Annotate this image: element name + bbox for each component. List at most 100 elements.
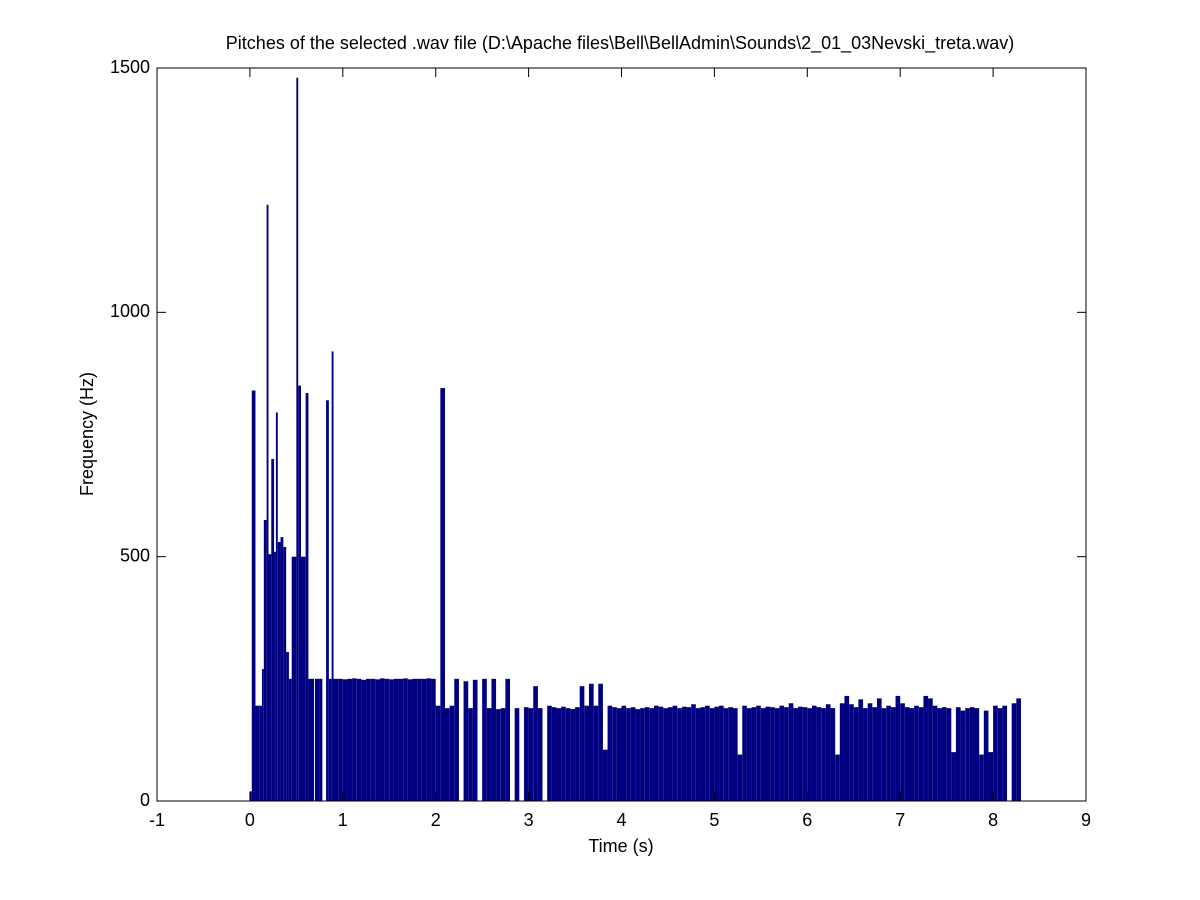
bar: [417, 678, 422, 801]
bar: [779, 705, 785, 801]
bar: [788, 703, 794, 801]
bar: [626, 708, 631, 801]
bar: [356, 678, 362, 801]
bar: [472, 679, 478, 801]
x-tick-label: 4: [616, 810, 626, 830]
bar: [482, 678, 487, 801]
bar: [251, 390, 256, 801]
bar: [366, 678, 371, 801]
bar: [974, 708, 980, 801]
bar: [491, 678, 497, 801]
x-tick-label: 6: [802, 810, 812, 830]
bar: [384, 678, 390, 801]
bar: [918, 707, 924, 801]
bar: [305, 392, 309, 801]
bar: [654, 705, 659, 801]
bar: [403, 678, 408, 801]
bar: [268, 554, 272, 801]
y-axis-label: Frequency (Hz): [77, 372, 97, 496]
x-axis-label: Time (s): [588, 836, 653, 856]
bar: [983, 710, 989, 801]
bar: [640, 708, 645, 801]
bar: [565, 708, 571, 801]
bar: [280, 537, 284, 801]
bar: [298, 385, 301, 801]
bar: [700, 707, 706, 801]
bar: [547, 705, 552, 801]
bar: [435, 705, 441, 801]
bar: [500, 708, 506, 801]
x-tick-label: 9: [1081, 810, 1091, 830]
bar: [946, 708, 952, 801]
bar: [881, 708, 887, 801]
bar: [872, 707, 877, 801]
bar: [909, 708, 915, 801]
bar: [314, 678, 320, 801]
bar: [331, 351, 334, 801]
bar: [421, 678, 427, 801]
bar: [770, 707, 775, 801]
x-tick-label: -1: [149, 810, 165, 830]
bar: [286, 651, 289, 801]
bar: [932, 705, 938, 801]
bar: [296, 77, 299, 802]
x-tick-label: 7: [895, 810, 905, 830]
bar: [468, 708, 473, 801]
bar: [895, 695, 901, 801]
bar: [412, 678, 418, 801]
bar: [593, 705, 599, 801]
bar: [709, 708, 715, 801]
bar: [663, 708, 668, 801]
bar: [454, 678, 459, 801]
x-tick-label: 0: [245, 810, 255, 830]
bar: [261, 669, 264, 801]
bar: [858, 699, 864, 801]
bar: [969, 707, 975, 801]
bar: [612, 707, 617, 801]
bar: [407, 679, 413, 801]
bar: [681, 706, 687, 801]
bar: [551, 707, 557, 801]
bar: [760, 708, 766, 801]
bar: [570, 709, 576, 801]
bar: [379, 678, 385, 801]
bar: [263, 520, 267, 801]
bar: [849, 704, 854, 801]
bar: [630, 707, 636, 801]
bar: [328, 678, 332, 801]
bar: [1011, 703, 1017, 801]
bar: [672, 705, 678, 801]
bar: [993, 705, 998, 801]
bar: [719, 705, 724, 801]
x-tick-label: 3: [524, 810, 534, 830]
bar: [398, 678, 404, 801]
bar: [737, 754, 743, 801]
bar: [839, 703, 845, 801]
bar: [291, 556, 297, 801]
bar: [844, 695, 850, 801]
bar: [807, 708, 812, 801]
bar: [825, 704, 831, 801]
bar: [588, 683, 594, 801]
bar: [1016, 698, 1021, 801]
bar: [370, 678, 376, 801]
bar: [486, 708, 492, 801]
bar: [728, 707, 733, 801]
bar: [649, 708, 655, 801]
bar: [277, 542, 281, 801]
bar: [863, 708, 868, 801]
bar: [793, 708, 799, 801]
bar: [705, 705, 710, 801]
bar: [561, 706, 566, 801]
bar: [965, 708, 970, 801]
y-tick-label: 0: [140, 790, 150, 810]
bar: [342, 679, 348, 801]
bar: [955, 707, 961, 801]
bar: [426, 678, 432, 801]
bar: [886, 705, 891, 801]
bar: [784, 707, 789, 801]
bar: [333, 678, 339, 801]
bar: [352, 678, 357, 801]
chart-title: Pitches of the selected .wav file (D:\Ap…: [226, 33, 1014, 54]
